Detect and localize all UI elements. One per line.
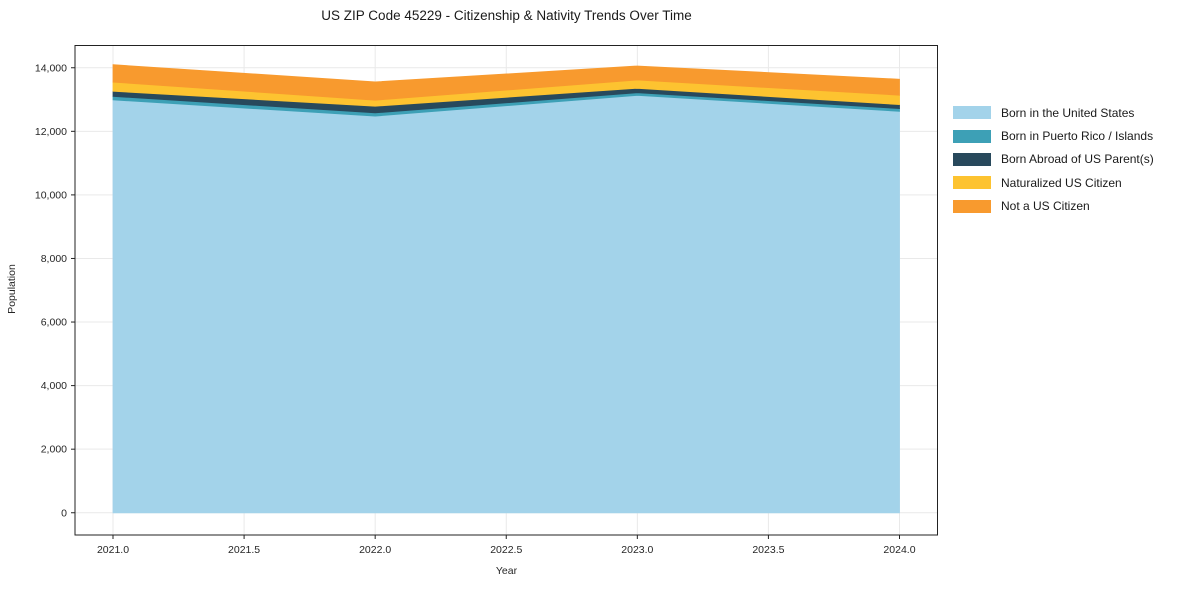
tick-label-x: 2022.0 (359, 544, 391, 556)
legend-label: Naturalized US Citizen (1001, 175, 1122, 190)
legend-item-born-abroad-of-us-parent-s: Born Abroad of US Parent(s) (953, 148, 1154, 171)
tick-label-y: 10,000 (35, 189, 67, 201)
legend-label: Born Abroad of US Parent(s) (1001, 152, 1154, 167)
tick-label-y: 14,000 (35, 62, 67, 74)
x-axis-label: Year (495, 565, 518, 577)
tick-label-x: 2022.5 (490, 544, 522, 556)
area-not-a-us-citizen (112, 64, 900, 101)
tick-label-x: 2023.5 (752, 544, 784, 556)
tick-label-y: 12,000 (35, 126, 67, 138)
tick-label-y: 0 (61, 507, 67, 519)
area-born-in-the-united-states (112, 94, 900, 514)
legend-swatch-icon (953, 152, 991, 166)
legend-label: Born in the United States (1001, 105, 1135, 120)
legend-swatch-icon (953, 176, 991, 190)
y-axis-label: Population (6, 264, 18, 314)
tick-label-y: 6,000 (41, 317, 67, 329)
legend-swatch-icon (953, 129, 991, 143)
tick-label-y: 2,000 (41, 444, 67, 456)
tick-label-x: 2023.0 (621, 544, 653, 556)
tick-label-y: 4,000 (41, 380, 67, 392)
tick-label-x: 2021.0 (97, 544, 129, 556)
tick-label-y: 8,000 (41, 253, 67, 265)
legend-item-not-a-us-citizen: Not a US Citizen (953, 195, 1154, 218)
legend: Born in the United States Born in Puerto … (953, 101, 1154, 218)
legend-item-born-in-the-united-states: Born in the United States (953, 101, 1154, 124)
legend-item-naturalized-us-citizen: Naturalized US Citizen (953, 171, 1154, 194)
legend-swatch-icon (953, 199, 991, 213)
legend-label: Born in Puerto Rico / Islands (1001, 129, 1154, 144)
chart-title: US ZIP Code 45229 - Citizenship & Nativi… (321, 8, 692, 23)
tick-label-x: 2021.5 (228, 544, 260, 556)
tick-label-x: 2024.0 (883, 544, 915, 556)
legend-swatch-icon (953, 106, 991, 120)
legend-label: Not a US Citizen (1001, 199, 1090, 214)
legend-item-born-in-puerto-rico-islands: Born in Puerto Rico / Islands (953, 124, 1154, 147)
